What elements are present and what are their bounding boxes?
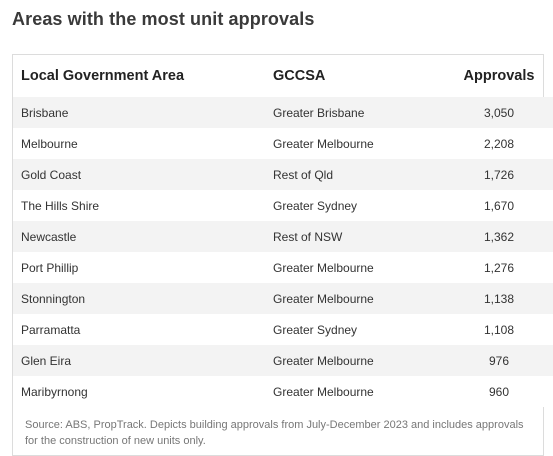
gccsa-cell: Greater Melbourne bbox=[273, 384, 374, 399]
approvals-cell: 976 bbox=[488, 353, 510, 368]
approvals-table-card: Local Government Area GCCSA Approvals Br… bbox=[12, 54, 553, 456]
gccsa-cell: Greater Sydney bbox=[273, 198, 358, 213]
table-row: Brisbane Greater Brisbane 3,050 bbox=[13, 97, 553, 128]
gccsa-cell: Greater Melbourne bbox=[273, 291, 374, 306]
gccsa-cell: Greater Melbourne bbox=[273, 353, 374, 368]
gccsa-cell: Greater Brisbane bbox=[273, 105, 365, 120]
header-gccsa: GCCSA bbox=[273, 68, 326, 84]
approvals-cell: 1,138 bbox=[483, 291, 515, 306]
table-row: Parramatta Greater Sydney 1,108 bbox=[13, 314, 553, 345]
approvals-cell: 1,108 bbox=[483, 322, 515, 337]
lga-cell: Glen Eira bbox=[21, 353, 72, 368]
approvals-cell: 3,050 bbox=[483, 105, 515, 120]
lga-cell: Newcastle bbox=[21, 229, 77, 244]
lga-cell: Maribyrnong bbox=[21, 384, 88, 399]
table-row: Newcastle Rest of NSW 1,362 bbox=[13, 221, 553, 252]
approvals-cell: 1,670 bbox=[483, 198, 515, 213]
table-row: Maribyrnong Greater Melbourne 960 bbox=[13, 376, 553, 407]
approvals-cell: 960 bbox=[488, 384, 510, 399]
gccsa-cell: Rest of Qld bbox=[273, 167, 334, 182]
gccsa-cell: Greater Sydney bbox=[273, 322, 358, 337]
lga-cell: Brisbane bbox=[21, 105, 69, 120]
table-row: Port Phillip Greater Melbourne 1,276 bbox=[13, 252, 553, 283]
table-row: The Hills Shire Greater Sydney 1,670 bbox=[13, 190, 553, 221]
gccsa-cell: Greater Melbourne bbox=[273, 136, 374, 151]
approvals-cell: 2,208 bbox=[483, 136, 515, 151]
lga-cell: Parramatta bbox=[21, 322, 81, 337]
gccsa-cell: Greater Melbourne bbox=[273, 260, 374, 275]
page-title: Areas with the most unit approvals bbox=[12, 9, 315, 29]
source-note: Source: ABS, PropTrack. Depicts building… bbox=[25, 419, 524, 447]
approvals-cell: 1,726 bbox=[483, 167, 515, 182]
lga-cell: Gold Coast bbox=[21, 167, 82, 182]
header-row: Local Government Area GCCSA Approvals bbox=[13, 55, 553, 97]
lga-cell: Stonnington bbox=[21, 291, 86, 306]
table-row: Melbourne Greater Melbourne 2,208 bbox=[13, 128, 553, 159]
header-local-government-area: Local Government Area bbox=[21, 68, 185, 84]
table-row: Stonnington Greater Melbourne 1,138 bbox=[13, 283, 553, 314]
approvals-table: Local Government Area GCCSA Approvals Br… bbox=[13, 55, 553, 407]
table-body: Brisbane Greater Brisbane 3,050 Melbourn… bbox=[13, 97, 553, 407]
table-row: Gold Coast Rest of Qld 1,726 bbox=[13, 159, 553, 190]
lga-cell: Port Phillip bbox=[21, 260, 79, 275]
table-row: Glen Eira Greater Melbourne 976 bbox=[13, 345, 553, 376]
approvals-cell: 1,276 bbox=[483, 260, 515, 275]
lga-cell: The Hills Shire bbox=[21, 198, 100, 213]
table-header: Local Government Area GCCSA Approvals bbox=[13, 55, 553, 97]
header-approvals: Approvals bbox=[463, 68, 535, 84]
approvals-cell: 1,362 bbox=[483, 229, 515, 244]
lga-cell: Melbourne bbox=[21, 136, 78, 151]
gccsa-cell: Rest of NSW bbox=[273, 229, 343, 244]
